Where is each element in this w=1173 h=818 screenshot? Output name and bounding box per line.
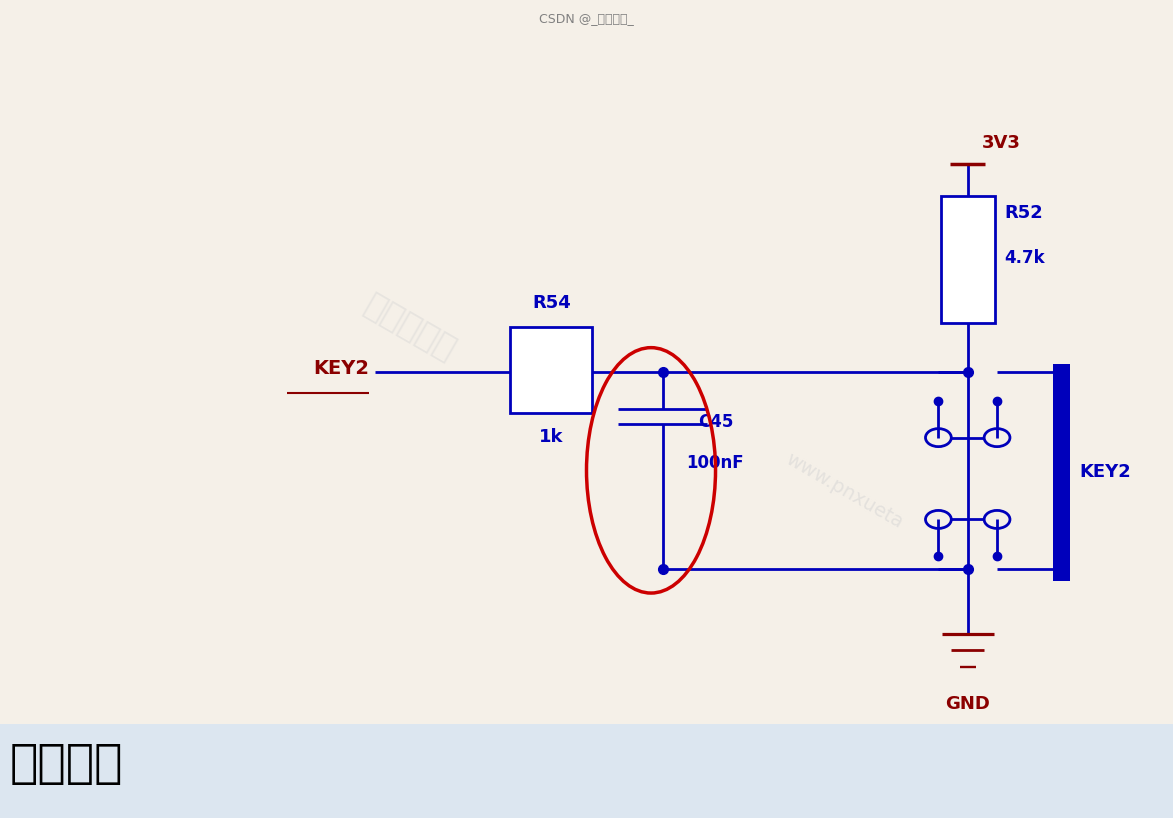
Text: KEY2: KEY2 <box>1079 463 1132 482</box>
Text: CSDN @_沧浪之水_: CSDN @_沧浪之水_ <box>540 12 633 25</box>
Bar <box>941 196 995 323</box>
Text: KEY2: KEY2 <box>313 358 369 378</box>
Text: 4.7k: 4.7k <box>1004 249 1045 267</box>
Bar <box>1053 364 1071 581</box>
Bar <box>510 327 592 413</box>
Text: www.pnxueta: www.pnxueta <box>782 449 907 533</box>
Text: 3V3: 3V3 <box>982 134 1021 152</box>
Text: 硬件消抖: 硬件消抖 <box>9 742 123 788</box>
Text: C45: C45 <box>698 413 733 431</box>
Text: 100nF: 100nF <box>686 454 744 472</box>
Text: GND: GND <box>945 695 990 713</box>
Bar <box>0 724 1173 818</box>
Text: 1k: 1k <box>540 428 563 446</box>
Text: 老师讲电子: 老师讲电子 <box>359 288 462 366</box>
Text: R54: R54 <box>531 294 571 312</box>
Text: R52: R52 <box>1004 204 1043 222</box>
